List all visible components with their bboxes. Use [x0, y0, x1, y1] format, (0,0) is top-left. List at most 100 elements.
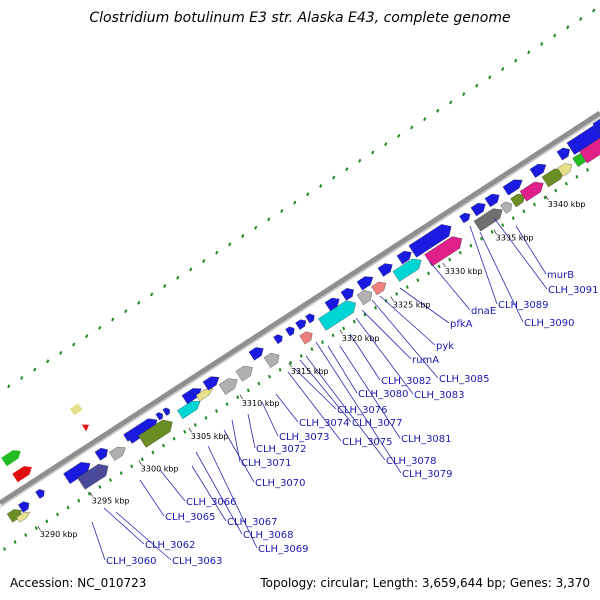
gene-arrow [69, 403, 83, 416]
gene-label: pyk [436, 341, 454, 352]
outer-dot [46, 359, 50, 364]
genome-backbone-shade [0, 116, 600, 508]
inner-dot [480, 237, 483, 241]
gene-label: CLH_3065 [165, 512, 216, 523]
tick-label: 3330 kbp [445, 267, 483, 276]
gene-arrow [392, 258, 422, 282]
gene-arrow [592, 116, 600, 133]
tick-label: 3315 kbp [291, 367, 329, 376]
gene-arrow [35, 489, 45, 499]
gene-label: CLH_3085 [439, 374, 490, 385]
gene-arrow [566, 124, 600, 155]
outer-dot [423, 117, 427, 122]
inner-dot [268, 374, 271, 379]
inner-dot [363, 312, 367, 317]
inner-dot [56, 512, 59, 517]
gene-arrow [273, 334, 283, 345]
outer-dot [267, 217, 271, 222]
gene-label: CLH_3071 [241, 458, 292, 469]
outer-dot [202, 259, 206, 263]
gene-arrow [6, 509, 22, 523]
gene-label: CLH_3075 [342, 437, 393, 448]
outer-dot [384, 142, 388, 147]
inner-dot [490, 230, 494, 234]
inner-dot [3, 547, 6, 551]
outer-dot [280, 209, 284, 213]
inner-dot [554, 188, 558, 193]
gene-label: CLH_3078 [386, 456, 437, 467]
inner-dot [87, 491, 91, 496]
outer-dot [332, 175, 336, 180]
gene-arrow [470, 202, 486, 217]
gene-arrow [12, 466, 32, 483]
inner-dot [34, 526, 38, 531]
gene-arrow [109, 446, 126, 461]
gene-label: CLH_3066 [186, 497, 237, 508]
outer-dot [553, 33, 557, 38]
gene-label: pfkA [450, 319, 473, 330]
tick-mark [288, 362, 292, 368]
leader-line [115, 511, 172, 561]
tick-mark [545, 195, 549, 201]
outer-dot [189, 267, 193, 272]
inner-dot [98, 485, 102, 489]
tick-mark [493, 229, 497, 235]
gene-label: CLH_3063 [172, 556, 223, 567]
gene-label: CLH_3080 [358, 389, 409, 400]
inner-dot [151, 450, 155, 455]
gene-arrow [510, 193, 526, 208]
outer-dot [579, 16, 583, 21]
gene-arrow [195, 388, 214, 402]
gene-arrow [529, 163, 547, 178]
gene-label: CLH_3067 [227, 517, 278, 528]
leader-line [371, 299, 439, 379]
scale-ticks: 3290 kbp 3295 kbp 3300 kbp 3305 kbp 3310 kbp… [37, 195, 586, 539]
gene-arrow [81, 424, 90, 432]
tick-label: 3300 kbp [141, 464, 179, 473]
gene-arrow [500, 201, 512, 214]
tick-label: 3295 kbp [92, 496, 130, 505]
gene-arrow [473, 208, 503, 232]
gene-arrow [305, 313, 315, 324]
gene-label: CLH_3073 [279, 432, 330, 443]
tick-mark [239, 394, 243, 400]
inner-dot [310, 347, 314, 351]
gene-arrow [235, 365, 253, 382]
outer-dot [592, 8, 596, 13]
inner-dot [13, 540, 17, 544]
tick-mark [89, 492, 93, 497]
leader-line [195, 451, 243, 535]
gene-label: CLH_3072 [256, 444, 307, 455]
outer-dot [319, 183, 323, 188]
topology-label: Topology: circular; Length: 3,659,644 bp… [260, 576, 590, 590]
inner-dot [299, 354, 303, 358]
label-leader-lines [91, 217, 548, 561]
inner-dot [331, 333, 335, 338]
leader-line [355, 317, 414, 395]
inner-dot [246, 388, 250, 393]
tick-label: 3335 kbp [496, 234, 534, 243]
tick-label: 3290 kbp [40, 530, 78, 539]
leader-line [493, 217, 548, 290]
outer-dot [410, 125, 414, 130]
gene-arrow [155, 412, 163, 421]
gene-arrow [356, 276, 374, 291]
tick-mark [188, 427, 192, 433]
gene-arrow [318, 300, 356, 331]
gene-label: rumA [412, 355, 439, 366]
tick-label: 3310 kbp [242, 399, 280, 408]
leader-line [287, 371, 342, 442]
inner-dot [130, 464, 134, 469]
inner-dot [215, 409, 218, 413]
inner-dot [45, 519, 49, 524]
leader-line [231, 419, 241, 463]
gene-arrow [263, 352, 280, 368]
inner-dot [342, 326, 346, 331]
outer-dot [293, 200, 297, 205]
gene-arrow [202, 376, 220, 391]
outer-dot [241, 234, 245, 238]
inner-dot [162, 443, 165, 448]
gene-label: CLH_3083 [414, 390, 465, 401]
outer-dot [33, 367, 37, 372]
gene-arrow [408, 224, 452, 258]
